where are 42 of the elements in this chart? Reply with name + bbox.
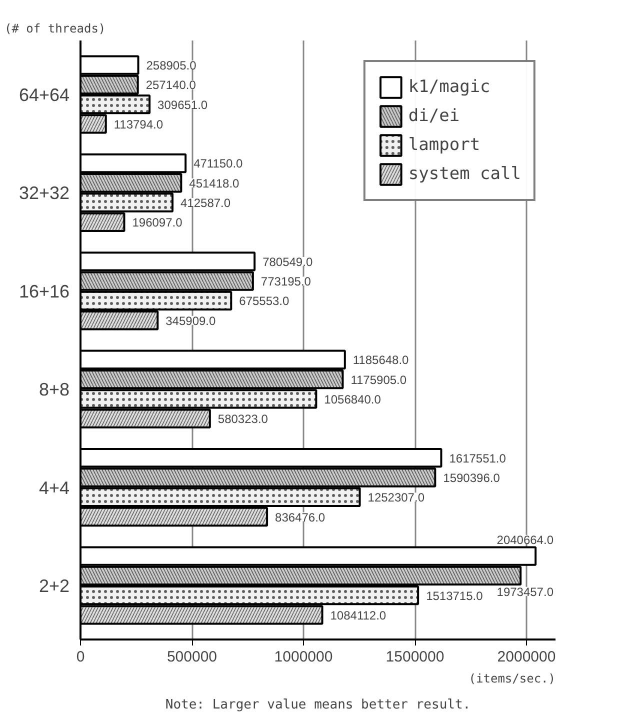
y-tick-label: 2+2 <box>38 576 70 596</box>
data-label: 580323.0 <box>218 412 268 426</box>
data-label: 412587.0 <box>180 196 231 210</box>
y-tick-label: 64+64 <box>18 85 70 106</box>
data-label: 1617551.0 <box>449 451 506 466</box>
x-tick-label: 1500000 <box>386 648 444 666</box>
data-label: 1185648.0 <box>352 353 410 368</box>
data-label: 257140.0 <box>146 78 196 92</box>
data-label: 258905.0 <box>146 58 197 73</box>
x-tick-label: 2000000 <box>497 648 556 666</box>
x-tick-label: 500000 <box>166 648 218 666</box>
data-label: 196097.0 <box>132 216 183 230</box>
data-label: 675553.0 <box>239 294 290 308</box>
data-label: 345909.0 <box>166 314 216 328</box>
legend-label: system call <box>408 164 521 184</box>
data-label: 451418.0 <box>189 176 240 190</box>
y-tick-label: 16+16 <box>18 281 70 302</box>
data-label: 309651.0 <box>158 98 208 112</box>
x-axis-title: (items/sec.) <box>468 672 556 686</box>
data-label: 1513715.0 <box>426 588 484 603</box>
y-tick-label: 4+4 <box>38 478 70 498</box>
y-tick-label: 8+8 <box>38 380 70 400</box>
x-tick-label: 0 <box>76 648 85 666</box>
legend-label: k1/magic <box>408 77 490 97</box>
data-label: 773195.0 <box>260 274 312 289</box>
data-label: 1084112.0 <box>330 608 386 622</box>
data-label: 471150.0 <box>194 156 244 171</box>
data-label: 1973457.0 <box>496 584 554 599</box>
data-label: 780549.0 <box>262 254 313 269</box>
legend-label: lamport <box>408 135 480 155</box>
text: Note: Larger value means better result. <box>165 698 471 712</box>
legend-label: di/ei <box>408 106 460 126</box>
y-tick-label: 32+32 <box>18 183 70 204</box>
data-label: 1056840.0 <box>324 392 382 406</box>
x-tick-label: 1000000 <box>274 648 333 666</box>
data-label: 1252307.0 <box>368 490 425 505</box>
data-label: 836476.0 <box>275 510 326 524</box>
data-label: 113794.0 <box>114 117 164 132</box>
y-axis-title: (# of threads) <box>4 22 106 36</box>
data-label: 1175905.0 <box>350 372 407 387</box>
data-label: 2040664.0 <box>496 532 554 547</box>
data-label: 1590396.0 <box>443 470 500 485</box>
